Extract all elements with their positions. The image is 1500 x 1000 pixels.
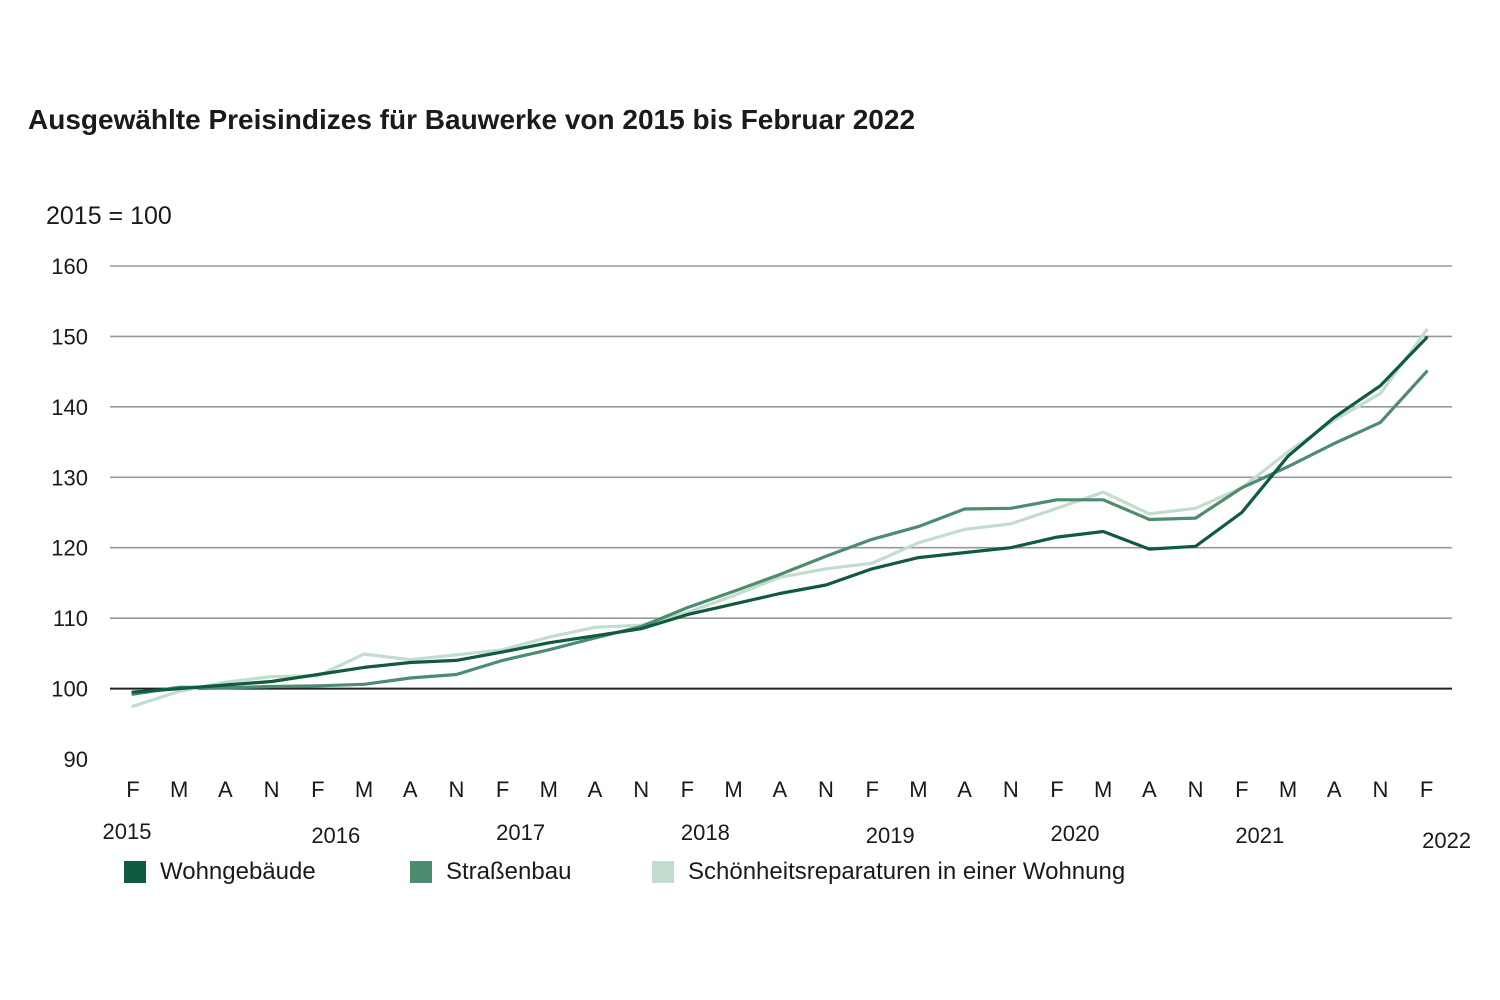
series-line-2 [131,328,1429,708]
year-label-2022: 2022 [1422,828,1471,853]
legend-swatch-wohngebaeude [124,861,146,883]
series-line-0 [131,336,1429,694]
x-tick-label: A [218,777,233,802]
x-tick-label: F [126,777,139,802]
year-label-2020: 2020 [1051,821,1100,846]
year-label-2016: 2016 [311,823,360,848]
legend-item-strassenbau: Straßenbau [410,858,571,886]
year-label-2015: 2015 [103,819,152,844]
x-tick-label: A [957,777,972,802]
x-tick-label: N [1003,777,1019,802]
x-tick-label: N [1372,777,1388,802]
x-tick-label: M [724,777,742,802]
y-tick-labels: 90 100 110 120 130 140 150 160 [51,254,88,772]
legend-item-schoenheitsreparaturen: Schönheitsreparaturen in einer Wohnung [652,858,1125,886]
x-tick-label: M [909,777,927,802]
legend-swatch-strassenbau [410,861,432,883]
chart-title: Ausgewählte Preisindizes für Bauwerke vo… [28,104,916,135]
year-label-2021: 2021 [1235,823,1284,848]
x-tick-label: A [588,777,603,802]
legend-swatch-schoenheitsreparaturen [652,861,674,883]
x-tick-label: M [1279,777,1297,802]
x-tick-label: M [355,777,373,802]
x-tick-label: M [540,777,558,802]
y-tick-label-110: 110 [53,606,88,631]
y-tick-label-100: 100 [51,677,88,702]
x-tick-label: A [772,777,787,802]
year-labels: 2015 2016 2017 2018 2019 2020 2021 2022 [103,819,1472,853]
legend: Wohngebäude Straßenbau Schönheitsreparat… [0,858,1500,894]
x-tick-label: F [1050,777,1063,802]
y-tick-label-160: 160 [51,254,88,279]
y-tick-label-90: 90 [64,747,88,772]
x-tick-label: F [1235,777,1248,802]
y-unit-label: 2015 = 100 [46,202,172,230]
x-tick-label: N [633,777,649,802]
x-tick-label: M [1094,777,1112,802]
legend-item-wohngebaeude: Wohngebäude [124,858,316,886]
x-tick-label: F [311,777,324,802]
x-tick-label: N [448,777,464,802]
grid-lines [110,265,1452,690]
year-label-2017: 2017 [496,820,545,845]
x-tick-label: N [1188,777,1204,802]
x-tick-label: A [1142,777,1157,802]
y-tick-label-120: 120 [51,536,88,561]
x-tick-label: F [496,777,509,802]
x-tick-label: A [403,777,418,802]
legend-label-strassenbau: Straßenbau [446,858,572,885]
x-tick-label: N [264,777,280,802]
x-tick-label: M [170,777,188,802]
series-line-1 [131,370,1429,696]
year-label-2018: 2018 [681,820,730,845]
legend-label-wohngebaeude: Wohngebäude [160,858,316,885]
x-tick-label: F [1420,777,1433,802]
x-tick-label: A [1327,777,1342,802]
series-lines [131,328,1429,708]
year-label-2019: 2019 [866,823,915,848]
x-tick-label: F [681,777,694,802]
x-tick-label: N [818,777,834,802]
y-tick-label-130: 130 [51,465,88,490]
x-tick-label: F [865,777,878,802]
y-tick-label-150: 150 [51,324,88,349]
legend-label-schoenheitsreparaturen: Schönheitsreparaturen in einer Wohnung [688,858,1126,885]
y-tick-label-140: 140 [51,395,88,420]
